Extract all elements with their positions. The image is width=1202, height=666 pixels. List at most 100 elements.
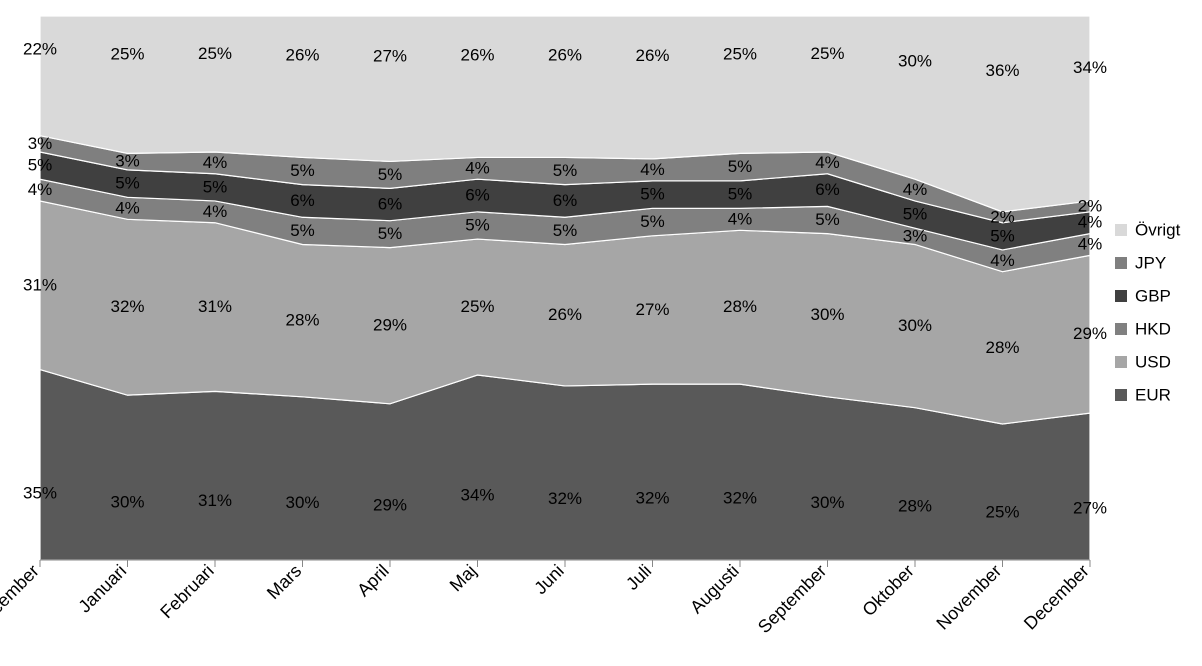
- label-GBP-2: 5%: [203, 177, 228, 196]
- label-HKD-7: 5%: [640, 212, 665, 231]
- label-JPY-6: 5%: [553, 161, 578, 180]
- label-Övrigt-7: 26%: [635, 46, 669, 65]
- legend-label-HKD: HKD: [1135, 319, 1171, 338]
- svg-text:September: September: [754, 561, 830, 637]
- label-JPY-4: 5%: [378, 165, 403, 184]
- label-HKD-8: 4%: [728, 209, 753, 228]
- svg-text:Januari: Januari: [74, 561, 130, 617]
- xaxis-label-12: December: [1020, 561, 1093, 634]
- label-USD-3: 28%: [285, 311, 319, 330]
- svg-text:Juni: Juni: [530, 561, 567, 598]
- label-USD-1: 32%: [110, 297, 144, 316]
- label-JPY-7: 4%: [640, 160, 665, 179]
- xaxis-label-7: Juli: [622, 561, 655, 594]
- label-USD-9: 30%: [810, 305, 844, 324]
- xaxis-label-3: Mars: [263, 561, 305, 603]
- legend-swatch-Övrigt: [1115, 224, 1127, 236]
- currency-area-chart: 35%30%31%30%29%34%32%32%32%30%28%25%27%3…: [0, 0, 1202, 666]
- label-EUR-6: 32%: [548, 489, 582, 508]
- label-Övrigt-6: 26%: [548, 46, 582, 65]
- xaxis-label-6: Juni: [530, 561, 567, 598]
- label-EUR-5: 34%: [460, 485, 494, 504]
- label-Övrigt-10: 30%: [898, 52, 932, 71]
- xaxis-label-0: December: [0, 561, 43, 634]
- label-EUR-3: 30%: [285, 493, 319, 512]
- svg-text:Maj: Maj: [446, 561, 481, 596]
- legend-label-Övrigt: Övrigt: [1135, 220, 1181, 239]
- label-USD-12: 29%: [1073, 324, 1107, 343]
- label-USD-7: 27%: [635, 300, 669, 319]
- label-HKD-9: 5%: [815, 210, 840, 229]
- label-GBP-9: 6%: [815, 180, 840, 199]
- label-HKD-11: 4%: [990, 251, 1015, 270]
- label-USD-11: 28%: [985, 338, 1019, 357]
- legend-label-GBP: GBP: [1135, 286, 1171, 305]
- label-EUR-1: 30%: [110, 492, 144, 511]
- label-HKD-6: 5%: [553, 221, 578, 240]
- label-JPY-8: 5%: [728, 157, 753, 176]
- label-JPY-3: 5%: [290, 161, 315, 180]
- svg-text:November: November: [932, 561, 1005, 634]
- label-EUR-10: 28%: [898, 497, 932, 516]
- svg-text:April: April: [353, 561, 393, 601]
- legend-label-EUR: EUR: [1135, 385, 1171, 404]
- label-GBP-3: 6%: [290, 191, 315, 210]
- label-HKD-0: 4%: [28, 180, 53, 199]
- label-USD-5: 25%: [460, 297, 494, 316]
- label-GBP-8: 5%: [728, 185, 753, 204]
- label-GBP-6: 6%: [553, 191, 578, 210]
- xaxis-label-11: November: [932, 561, 1005, 634]
- legend-label-JPY: JPY: [1135, 253, 1166, 272]
- label-Övrigt-8: 25%: [723, 44, 757, 63]
- label-GBP-1: 5%: [115, 174, 140, 193]
- legend-swatch-USD: [1115, 356, 1127, 368]
- label-JPY-11: 2%: [990, 207, 1015, 226]
- label-JPY-12: 2%: [1078, 196, 1103, 215]
- legend-swatch-EUR: [1115, 389, 1127, 401]
- label-EUR-7: 32%: [635, 488, 669, 507]
- xaxis-label-5: Maj: [446, 561, 481, 596]
- label-USD-8: 28%: [723, 297, 757, 316]
- label-Övrigt-0: 22%: [23, 40, 57, 59]
- label-USD-2: 31%: [198, 297, 232, 316]
- label-GBP-10: 5%: [903, 205, 928, 224]
- xaxis-label-4: April: [353, 561, 393, 601]
- label-USD-6: 26%: [548, 305, 582, 324]
- label-Övrigt-5: 26%: [460, 46, 494, 65]
- chart-svg: 35%30%31%30%29%34%32%32%32%30%28%25%27%3…: [0, 0, 1202, 666]
- label-EUR-8: 32%: [723, 488, 757, 507]
- label-EUR-4: 29%: [373, 495, 407, 514]
- label-GBP-12: 4%: [1078, 213, 1103, 232]
- label-GBP-4: 6%: [378, 195, 403, 214]
- legend-swatch-GBP: [1115, 290, 1127, 302]
- label-HKD-2: 4%: [203, 202, 228, 221]
- legend-swatch-JPY: [1115, 257, 1127, 269]
- svg-text:Augusti: Augusti: [686, 561, 743, 618]
- label-EUR-11: 25%: [985, 502, 1019, 521]
- legend-swatch-HKD: [1115, 323, 1127, 335]
- label-USD-4: 29%: [373, 316, 407, 335]
- label-GBP-5: 6%: [465, 186, 490, 205]
- svg-text:Februari: Februari: [156, 561, 218, 623]
- label-HKD-3: 5%: [290, 221, 315, 240]
- label-HKD-10: 3%: [903, 226, 928, 245]
- label-USD-0: 31%: [23, 275, 57, 294]
- svg-text:December: December: [0, 561, 43, 634]
- label-EUR-2: 31%: [198, 491, 232, 510]
- label-JPY-2: 4%: [203, 153, 228, 172]
- xaxis-label-2: Februari: [156, 561, 218, 623]
- label-Övrigt-4: 27%: [373, 47, 407, 66]
- label-Övrigt-2: 25%: [198, 44, 232, 63]
- label-JPY-9: 4%: [815, 153, 840, 172]
- label-GBP-11: 5%: [990, 226, 1015, 245]
- xaxis-label-8: Augusti: [686, 561, 743, 618]
- legend-label-USD: USD: [1135, 352, 1171, 371]
- label-EUR-12: 27%: [1073, 499, 1107, 518]
- label-JPY-1: 3%: [115, 152, 140, 171]
- label-Övrigt-1: 25%: [110, 44, 144, 63]
- svg-text:Mars: Mars: [263, 561, 305, 603]
- label-HKD-12: 4%: [1078, 234, 1103, 253]
- label-Övrigt-3: 26%: [285, 46, 319, 65]
- label-Övrigt-9: 25%: [810, 44, 844, 63]
- label-Övrigt-11: 36%: [985, 61, 1019, 80]
